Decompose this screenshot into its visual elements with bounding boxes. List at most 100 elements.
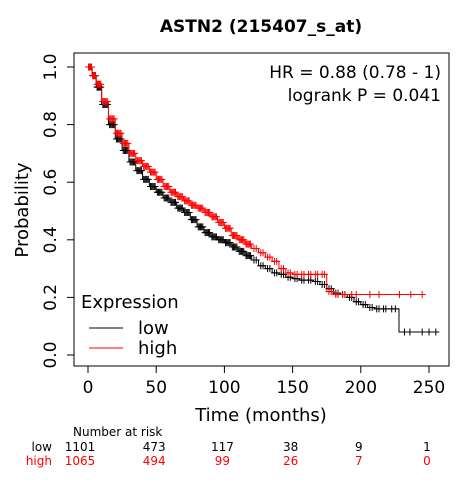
censor-mark-high [158, 175, 166, 183]
censor-mark-low [259, 262, 267, 270]
censor-mark-low [151, 183, 159, 191]
censor-mark-high [178, 193, 186, 201]
censor-mark-low [240, 247, 248, 255]
x-tick-label-0: 0 [83, 378, 94, 398]
censor-mark-high [219, 219, 227, 227]
censor-mark-low [273, 269, 281, 277]
y-axis: 0.0 0.2 0.4 0.6 0.8 1.0 [41, 53, 75, 369]
censor-mark-high [212, 213, 220, 221]
y-tick-label-2: 0.4 [41, 226, 61, 253]
censor-mark-high [233, 231, 241, 239]
censor-mark-low [226, 239, 234, 247]
risk-table: Number at risk low 1101 473 117 38 9 1 high 1065… [26, 425, 431, 468]
censor-mark-high [341, 291, 349, 299]
censor-mark-high [327, 288, 335, 296]
censor-mark-high [286, 269, 294, 277]
risk-value-low-0: 1101 [65, 440, 96, 454]
censor-mark-high [252, 244, 260, 252]
risk-row-label-high: high [26, 454, 52, 468]
risk-value-low-150: 38 [283, 440, 298, 454]
x-tick-label-100: 100 [208, 378, 240, 398]
x-axis: 0 50 100 150 200 250 [83, 365, 445, 398]
censor-mark-high [273, 257, 281, 265]
censor-mark-low [320, 280, 328, 288]
hr-annotation: HR = 0.88 (0.78 - 1) [269, 63, 441, 83]
x-tick-label-200: 200 [345, 378, 377, 398]
legend-label-low: low [138, 318, 169, 339]
censor-mark-high [226, 224, 234, 232]
censor-mark-low [247, 252, 255, 260]
censor-mark-low [178, 204, 186, 212]
censor-mark-high [352, 291, 360, 299]
risk-value-high-150: 26 [283, 454, 298, 468]
risk-value-low-100: 117 [211, 440, 234, 454]
censor-mark-low [382, 305, 390, 313]
y-tick-label-5: 1.0 [41, 53, 61, 80]
censor-mark-low [368, 303, 376, 311]
censor-mark-low [158, 188, 166, 196]
risk-value-high-0: 1065 [65, 454, 96, 468]
censor-mark-high [124, 139, 132, 147]
y-tick-label-0: 0.0 [41, 341, 61, 368]
censor-mark-high [259, 249, 267, 257]
censor-mark-low [361, 301, 369, 309]
risk-value-low-250: 1 [423, 440, 431, 454]
censor-mark-high [137, 157, 145, 165]
y-tick-label-4: 0.8 [41, 111, 61, 138]
censor-mark-low [425, 328, 433, 336]
risk-value-high-250: 0 [423, 454, 431, 468]
censor-mark-low [355, 298, 363, 306]
x-axis-label: Time (months) [194, 405, 327, 426]
censor-mark-high [247, 240, 255, 248]
censor-mark-high [110, 115, 118, 123]
censor-mark-low [233, 243, 241, 251]
censor-mark-high [375, 291, 383, 299]
x-tick-label-250: 250 [413, 378, 445, 398]
censor-mark-low [185, 208, 193, 216]
censor-mark-low [432, 328, 440, 336]
censor-mark-high [366, 291, 374, 299]
censor-mark-high [103, 98, 111, 106]
risk-value-high-100: 99 [215, 454, 230, 468]
legend-label-high: high [138, 338, 177, 359]
censor-mark-high [407, 291, 415, 299]
censor-mark-low [144, 175, 152, 183]
x-tick-label-150: 150 [276, 378, 308, 398]
censor-mark-high [144, 162, 152, 170]
risk-value-low-200: 9 [355, 440, 363, 454]
censor-mark-high [280, 265, 288, 273]
censor-mark-low [391, 305, 399, 313]
chart-title: ASTN2 (215407_s_at) [160, 17, 362, 37]
censor-mark-high [206, 208, 214, 216]
censor-mark-high [185, 197, 193, 205]
censor-mark-high [266, 253, 274, 261]
censor-mark-high [165, 183, 173, 191]
logrank-annotation: logrank P = 0.041 [288, 86, 441, 106]
censor-mark-low [192, 216, 200, 224]
censor-marks [85, 63, 440, 336]
censor-mark-high [172, 188, 180, 196]
censor-mark-high [395, 291, 403, 299]
legend: Expression low high [81, 292, 179, 359]
censor-mark-low [418, 328, 426, 336]
censor-mark-high [131, 149, 139, 157]
censor-mark-low [252, 256, 260, 264]
risk-value-low-50: 473 [143, 440, 166, 454]
risk-value-high-200: 7 [355, 454, 363, 468]
risk-row-label-low: low [32, 440, 53, 454]
censor-mark-low [137, 167, 145, 175]
x-tick-label-50: 50 [145, 378, 167, 398]
censor-mark-high [117, 129, 125, 137]
censor-mark-low [406, 328, 414, 336]
legend-title: Expression [81, 292, 179, 313]
risk-value-high-50: 494 [143, 454, 166, 468]
censor-mark-high [87, 63, 95, 71]
y-tick-label-3: 0.6 [41, 169, 61, 196]
censor-mark-high [151, 168, 159, 176]
censor-mark-high [320, 270, 328, 278]
censor-mark-high [97, 80, 105, 88]
censor-mark-low [206, 229, 214, 237]
y-axis-label: Probability [12, 162, 33, 257]
censor-mark-low [172, 198, 180, 206]
